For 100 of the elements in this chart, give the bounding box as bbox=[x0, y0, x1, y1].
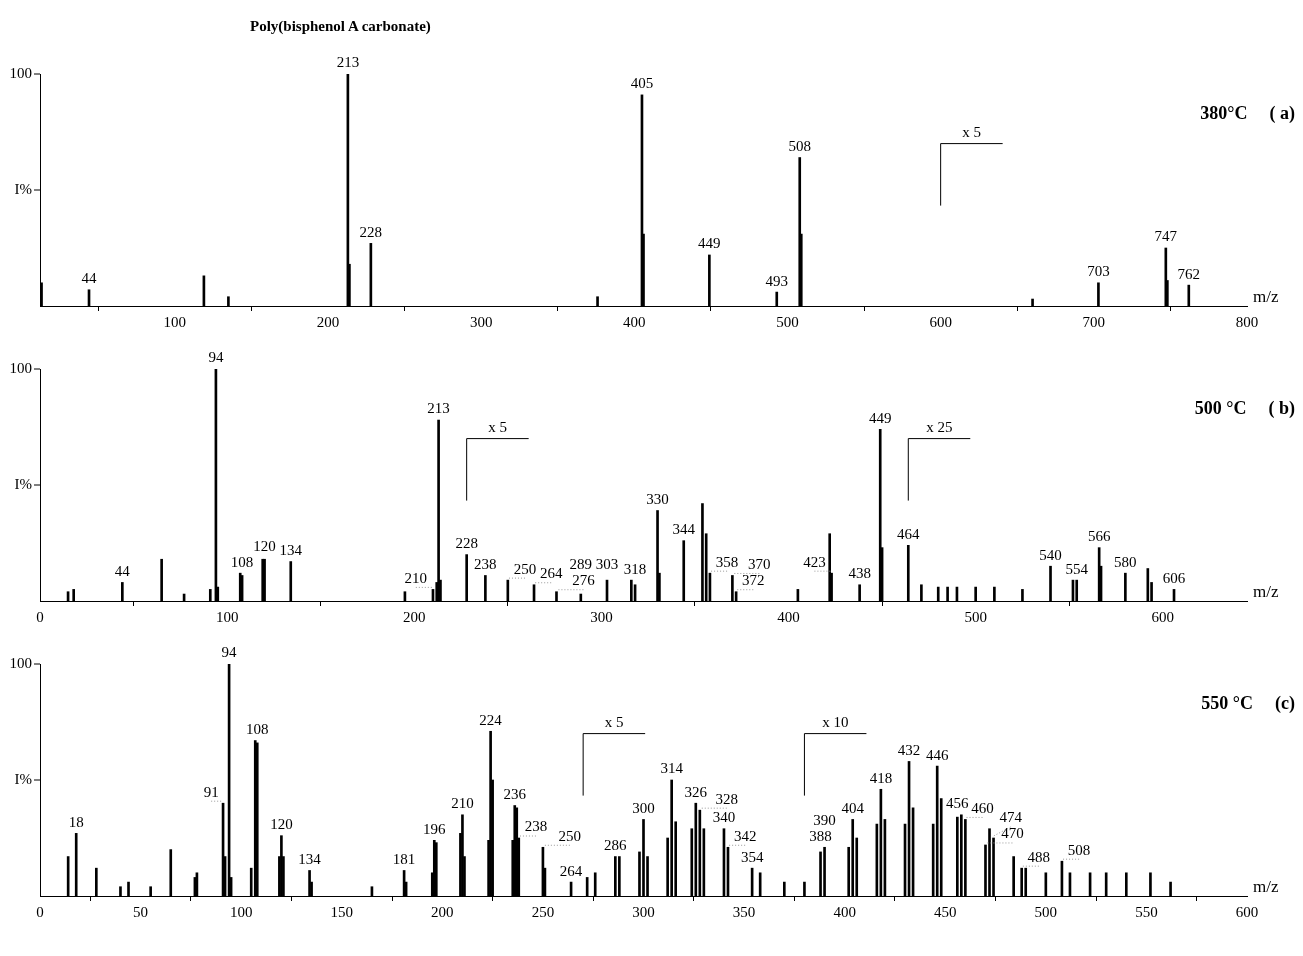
annotation: 44 bbox=[81, 270, 98, 287]
x-tick-label: 500 bbox=[1034, 903, 1058, 920]
annotation: 228 bbox=[359, 223, 383, 240]
annotation: 213 bbox=[427, 400, 450, 417]
x-tick-label: 100 bbox=[215, 608, 239, 625]
text: 100 bbox=[9, 64, 32, 81]
annotation: 108 bbox=[246, 721, 269, 737]
annotation: 94 bbox=[208, 349, 224, 366]
annotation: 747 bbox=[1154, 228, 1178, 245]
text: ( a) bbox=[1269, 102, 1295, 124]
x-tick-label: 200 bbox=[431, 903, 454, 920]
annotation: 390 bbox=[813, 811, 836, 828]
x-tick-label: 200 bbox=[403, 608, 426, 625]
x-tick-label: 400 bbox=[623, 313, 646, 330]
annotation: 423 bbox=[803, 553, 826, 570]
x-tick-label: 600 bbox=[929, 313, 952, 330]
annotation: 449 bbox=[868, 409, 892, 426]
annotation: 120 bbox=[253, 537, 276, 554]
annotation: 238 bbox=[524, 818, 548, 835]
x-axis-title: m/z bbox=[1253, 582, 1279, 602]
text: (c) bbox=[1275, 692, 1295, 714]
annotation: 210 bbox=[404, 569, 428, 586]
x-tick-label: 200 bbox=[316, 313, 340, 330]
ref-line-label: x 5 bbox=[962, 124, 982, 141]
x-tick-label: 50 bbox=[133, 903, 149, 920]
annotation: 181 bbox=[392, 850, 416, 867]
x-tick-label: 100 bbox=[229, 903, 253, 920]
annotation: 238 bbox=[474, 555, 497, 572]
annotation: 300 bbox=[632, 799, 655, 816]
x-tick-label: 150 bbox=[330, 903, 353, 920]
annotation: 196 bbox=[423, 820, 447, 837]
annotation: 250 bbox=[558, 827, 582, 844]
annotation: 18 bbox=[68, 813, 84, 830]
annotation: 276 bbox=[572, 572, 596, 589]
annotation: 330 bbox=[646, 490, 669, 507]
annotation: 213 bbox=[336, 54, 360, 71]
annotation: 228 bbox=[455, 535, 478, 552]
x-tick-label: 250 bbox=[531, 903, 555, 920]
annotation: 358 bbox=[715, 553, 739, 570]
x-tick-label: 400 bbox=[777, 608, 800, 625]
annotation: 456 bbox=[946, 795, 970, 812]
x-axis-title: m/z bbox=[1253, 877, 1279, 897]
annotation: 108 bbox=[230, 553, 254, 570]
annotation: 318 bbox=[623, 560, 647, 577]
text: ( b) bbox=[1268, 397, 1295, 419]
annotation: 566 bbox=[1087, 528, 1111, 545]
x-axis-title: m/z bbox=[1253, 287, 1279, 307]
annotation: 303 bbox=[595, 556, 619, 573]
annotation: 286 bbox=[604, 837, 628, 853]
y-axis-title: I% bbox=[14, 770, 32, 787]
annotation: 474 bbox=[999, 809, 1023, 826]
x-tick-label: 700 bbox=[1082, 313, 1106, 330]
x-tick-label: 0 bbox=[36, 903, 44, 920]
annotation: 488 bbox=[1027, 848, 1051, 865]
ref-line-label: x 25 bbox=[926, 419, 953, 436]
annotation: 508 bbox=[788, 137, 811, 154]
annotation: 44 bbox=[114, 562, 131, 579]
annotation: 328 bbox=[715, 790, 739, 807]
x-tick-label: 350 bbox=[732, 903, 756, 920]
x-tick-label: 300 bbox=[469, 313, 493, 330]
annotation: 449 bbox=[698, 235, 721, 252]
x-tick-label: 800 bbox=[1235, 313, 1259, 330]
annotation: 500 °C bbox=[1194, 397, 1247, 418]
annotation: 354 bbox=[740, 848, 764, 865]
annotation: 580 bbox=[1114, 553, 1137, 570]
annotation: 464 bbox=[897, 525, 921, 542]
annotation: 438 bbox=[848, 565, 871, 582]
y-axis-title: I% bbox=[14, 180, 32, 197]
annotation: 120 bbox=[270, 816, 293, 833]
x-tick-label: 450 bbox=[934, 903, 957, 920]
annotation: 405 bbox=[630, 75, 654, 92]
annotation: 372 bbox=[742, 572, 765, 589]
annotation: 418 bbox=[869, 769, 893, 786]
ref-line-label: x 10 bbox=[822, 714, 849, 731]
annotation: 250 bbox=[513, 560, 537, 577]
x-tick-label: 600 bbox=[1235, 903, 1259, 920]
annotation: 326 bbox=[684, 783, 708, 800]
chart-title: Poly(bisphenol A carbonate) bbox=[249, 17, 432, 36]
annotation: 554 bbox=[1065, 560, 1089, 577]
annotation: 314 bbox=[660, 760, 684, 777]
x-tick-label: 500 bbox=[776, 313, 799, 330]
text: 100 bbox=[9, 359, 32, 376]
annotation: 134 bbox=[279, 542, 303, 558]
annotation: 540 bbox=[1039, 546, 1062, 563]
ref-line-label: x 5 bbox=[604, 714, 624, 731]
y-axis-title: I% bbox=[14, 475, 32, 492]
annotation: 94 bbox=[221, 644, 238, 661]
x-tick-label: 400 bbox=[833, 903, 856, 920]
annotation: 508 bbox=[1067, 841, 1091, 858]
annotation: 344 bbox=[672, 521, 696, 538]
annotation: 432 bbox=[897, 741, 921, 758]
annotation: 264 bbox=[539, 565, 563, 582]
annotation: 91 bbox=[203, 783, 219, 800]
annotation: 224 bbox=[479, 711, 503, 728]
x-tick-label: 100 bbox=[163, 313, 187, 330]
annotation: 289 bbox=[569, 556, 593, 573]
text: 100 bbox=[9, 654, 32, 671]
annotation: 460 bbox=[971, 799, 994, 816]
annotation: 470 bbox=[1001, 825, 1024, 842]
annotation: 703 bbox=[1087, 263, 1110, 280]
